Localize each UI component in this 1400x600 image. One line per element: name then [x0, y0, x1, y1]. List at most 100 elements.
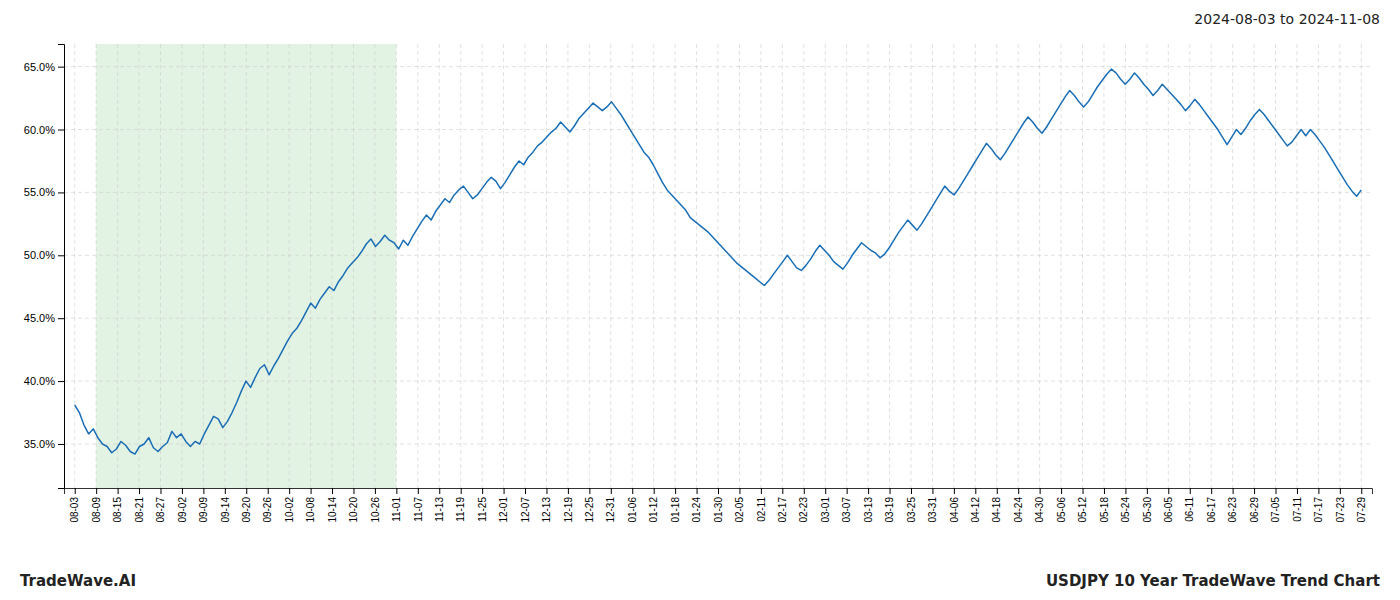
x-tick-mark [611, 488, 612, 494]
x-grid-line [932, 44, 933, 488]
x-grid-line [460, 44, 461, 488]
x-grid-line [718, 44, 719, 488]
x-tick-label: 02-23 [798, 497, 809, 523]
x-tick-label: 06-17 [1206, 497, 1217, 523]
x-tick: 06-23 [1227, 488, 1238, 523]
x-grid-line [803, 44, 804, 488]
grid [64, 44, 1372, 488]
x-tick-label: 03-25 [906, 497, 917, 523]
x-tick: 08-15 [112, 488, 123, 523]
x-tick: 04-30 [1034, 488, 1045, 523]
y-tick-label: 45.0% [24, 312, 55, 324]
x-grid-line [203, 44, 204, 488]
x-tick-mark [1254, 488, 1255, 494]
x-tick: 03-13 [863, 488, 874, 523]
y-tick-mark [58, 255, 64, 256]
x-tick-mark [654, 488, 655, 494]
x-grid-line [353, 44, 354, 488]
chart-container: 08-0308-0908-1508-2108-2709-0209-0909-14… [0, 0, 1400, 600]
x-tick-mark [289, 488, 290, 494]
y-tick-mark [58, 318, 64, 319]
x-grid-line [503, 44, 504, 488]
x-grid-line [825, 44, 826, 488]
x-tick-mark [1340, 488, 1341, 494]
x-grid-line [1361, 44, 1362, 488]
x-tick: 09-20 [241, 488, 252, 523]
x-grid-line [610, 44, 611, 488]
x-tick: 08-09 [91, 488, 102, 523]
x-tick-mark [868, 488, 869, 494]
y-tick: 65.0% [24, 61, 64, 73]
x-tick: 11-07 [413, 488, 424, 522]
x-grid-line [782, 44, 783, 488]
x-grid-line [1146, 44, 1147, 488]
x-grid-line [653, 44, 654, 488]
x-tick: 12-19 [563, 488, 574, 523]
x-grid-line [74, 44, 75, 488]
x-tick-label: 07-29 [1356, 497, 1367, 523]
x-tick-mark [568, 488, 569, 494]
shaded-region [96, 44, 396, 488]
x-tick: 10-02 [284, 488, 295, 523]
x-grid-line [246, 44, 247, 488]
y-tick: 55.0% [24, 186, 64, 198]
x-tick-mark [890, 488, 891, 494]
y-tick: 50.0% [24, 249, 64, 261]
x-tick: 07-23 [1335, 488, 1346, 523]
x-tick: 11-19 [455, 488, 466, 522]
x-tick-label: 11-13 [434, 497, 445, 522]
x-grid-line [1339, 44, 1340, 488]
y-tick-mark [58, 192, 64, 193]
x-tick-mark [461, 488, 462, 494]
x-grid-line [310, 44, 311, 488]
x-tick: 12-07 [520, 488, 531, 523]
x-tick: 12-01 [498, 488, 509, 523]
x-grid-line [181, 44, 182, 488]
x-tick-label: 09-20 [241, 497, 252, 523]
x-tick-mark [1061, 488, 1062, 494]
x-grid-line [846, 44, 847, 488]
x-tick-label: 10-08 [305, 497, 316, 523]
title: USDJPY 10 Year TradeWave Trend Chart [1046, 572, 1380, 590]
x-grid-line [975, 44, 976, 488]
x-tick-mark [675, 488, 676, 494]
y-tick: 40.0% [24, 375, 64, 387]
x-tick: 01-18 [670, 488, 681, 523]
x-tick-mark [525, 488, 526, 494]
x-tick-label: 08-03 [69, 497, 80, 523]
x-tick-mark [1168, 488, 1169, 494]
x-grid-line [589, 44, 590, 488]
x-tick: 05-24 [1120, 488, 1131, 523]
x-tick-mark [761, 488, 762, 494]
x-grid-line [439, 44, 440, 488]
y-tick-label: 40.0% [24, 375, 55, 387]
y-tick-label: 65.0% [24, 61, 55, 73]
x-tick-label: 08-27 [155, 497, 166, 523]
x-tick-mark [482, 488, 483, 494]
x-grid-line [546, 44, 547, 488]
x-tick-label: 06-23 [1227, 497, 1238, 523]
x-tick-label: 10-20 [348, 497, 359, 523]
x-tick-mark [1018, 488, 1019, 494]
x-grid-line [1061, 44, 1062, 488]
x-tick-label: 04-18 [991, 497, 1002, 523]
x-tick-label: 12-19 [563, 497, 574, 523]
x-tick: 08-27 [155, 488, 166, 523]
x-tick-label: 02-05 [734, 497, 745, 523]
x-grid-line [1018, 44, 1019, 488]
y-tick-mark [58, 67, 64, 68]
x-tick-label: 08-15 [112, 497, 123, 523]
x-grid-line [567, 44, 568, 488]
x-tick-mark [504, 488, 505, 494]
x-tick-label: 12-13 [541, 497, 552, 523]
x-tick-mark [1040, 488, 1041, 494]
y-tick: 35.0% [24, 438, 64, 450]
x-tick: 09-26 [262, 488, 273, 523]
x-tick-label: 08-21 [134, 497, 145, 523]
x-tick-mark [182, 488, 183, 494]
x-tick-mark [1147, 488, 1148, 494]
x-axis: 08-0308-0908-1508-2108-2709-0209-0909-14… [65, 488, 1373, 523]
x-tick-label: 09-09 [198, 497, 209, 523]
x-grid-line [1103, 44, 1104, 488]
x-tick-mark [225, 488, 226, 494]
